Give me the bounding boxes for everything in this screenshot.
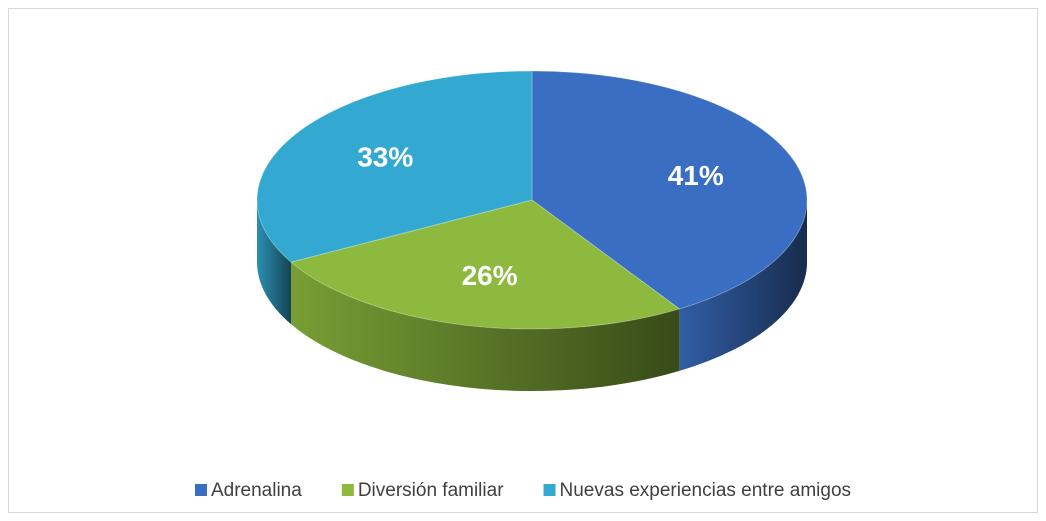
slice bbox=[289, 199, 681, 330]
legend-label: Adrenalina bbox=[211, 480, 302, 501]
value-label: 41% bbox=[668, 160, 724, 191]
legend-swatch bbox=[194, 484, 207, 496]
slice bbox=[531, 70, 808, 310]
legend-swatch bbox=[543, 484, 556, 496]
legend-label: Diversión familiar bbox=[358, 480, 504, 501]
legend-swatch bbox=[341, 484, 354, 496]
value-label: 26% bbox=[462, 260, 518, 291]
slice-side-shade bbox=[291, 262, 680, 391]
slice bbox=[256, 70, 533, 263]
slice-side-shade bbox=[257, 200, 292, 325]
legend-item: Nuevas experiencias entre amigos bbox=[543, 480, 852, 501]
slice-side-shade bbox=[679, 200, 807, 371]
legend-label: Nuevas experiencias entre amigos bbox=[560, 480, 852, 501]
legend-item: Diversión familiar bbox=[341, 480, 504, 501]
value-label: 33% bbox=[357, 142, 413, 173]
legend-item: Adrenalina bbox=[194, 480, 302, 501]
